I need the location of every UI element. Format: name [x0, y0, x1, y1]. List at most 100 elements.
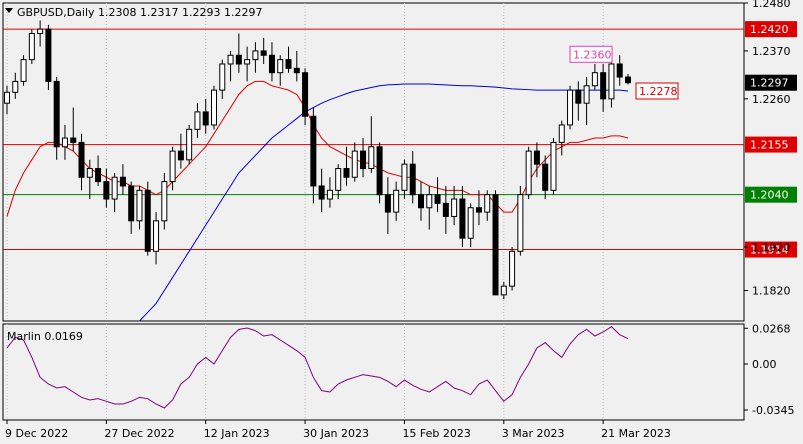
candle-body [368, 146, 375, 170]
candle-body [625, 76, 631, 84]
date-label: 27 Dec 2022 [104, 427, 174, 440]
candle-body [119, 176, 126, 187]
osc-tick-label: -0.0345 [752, 404, 794, 417]
candle-body [575, 89, 582, 104]
candle-body [53, 80, 60, 148]
candles [4, 20, 631, 300]
candle-body [525, 150, 532, 196]
price-tick-label: 1.2480 [752, 0, 791, 10]
candle-body [28, 32, 35, 61]
candle-body [434, 194, 441, 204]
candle-body [136, 189, 143, 222]
candle-body [235, 54, 242, 65]
candle-body [451, 198, 458, 217]
candle-body [442, 202, 449, 217]
candle-body [608, 63, 615, 100]
candle-body [169, 150, 176, 183]
price-annotation-label: 1.2360 [573, 48, 612, 61]
candle-body [335, 168, 342, 191]
candle-body [492, 194, 499, 296]
oscillator-line [6, 326, 629, 409]
price-annotation-label: 1.2278 [639, 85, 678, 98]
candle-body [37, 28, 44, 34]
last-price-label: 1.2297 [750, 77, 789, 90]
price-tick-label: 1.2260 [752, 93, 791, 106]
level-label: 1.2420 [750, 23, 789, 36]
horizontal-levels: 1.2420 1.2155 1.2040 1.1914 1.2297 [3, 21, 797, 258]
candle-body [318, 185, 325, 200]
date-label: 30 Jan 2023 [303, 427, 369, 440]
candle-body [583, 85, 590, 104]
level-label-box [745, 21, 797, 38]
date-axis: 9 Dec 2022 27 Dec 2022 12 Jan 2023 30 Jan 2… [5, 420, 671, 440]
candle-body [61, 137, 68, 148]
last-price-box [745, 74, 797, 91]
candle-body [509, 250, 516, 287]
candle-body [186, 128, 193, 161]
level-label: 1.1914 [750, 244, 789, 257]
candle-body [103, 181, 110, 200]
candle-body [153, 220, 160, 252]
chart-title: GBPUSD,Daily 1.2308 1.2317 1.2293 1.2297 [17, 6, 262, 19]
osc-tick-label: 0.0268 [752, 322, 791, 335]
price-axis: 1.2480 1.2370 1.2260 1.1920 1.1820 [744, 0, 791, 298]
candle-body [393, 189, 400, 213]
candle-body [533, 150, 540, 165]
candle-body [45, 28, 52, 82]
candle-body [177, 150, 184, 161]
candle-body [600, 72, 607, 100]
candle-body [194, 111, 201, 130]
price-tick-label: 1.1920 [752, 241, 791, 254]
candle-body [426, 194, 433, 209]
level-label-box [745, 186, 797, 203]
candle-body [78, 141, 85, 178]
level-label: 1.2040 [750, 189, 789, 202]
slow-ma-line [139, 83, 629, 322]
candle-body [326, 189, 333, 200]
candle-body [475, 207, 482, 213]
osc-tick-label: 0.00 [752, 358, 777, 371]
candle-body [376, 146, 383, 196]
candle-body [418, 194, 424, 209]
candle-body [467, 207, 474, 239]
level-label-box [745, 241, 797, 258]
candle-body [567, 89, 574, 126]
candle-body [161, 181, 168, 222]
candle-body [70, 137, 77, 143]
price-tick-label: 1.1820 [752, 285, 791, 298]
date-label: 21 Mar 2023 [601, 427, 671, 440]
annotations: 1.2360 1.2278 [569, 45, 679, 100]
candle-body [616, 63, 623, 78]
price-annotation-box [569, 45, 613, 63]
oscillator-axis: 0.0268 0.00 -0.0345 [744, 322, 794, 417]
candle-body [20, 59, 27, 82]
candle-body [285, 59, 292, 69]
candle-body [293, 67, 300, 74]
date-label: 3 Mar 2023 [502, 427, 565, 440]
candle-body [484, 194, 491, 213]
candle-body [86, 168, 93, 178]
candle-body [252, 50, 259, 61]
level-label: 1.2155 [750, 139, 789, 152]
candle-body [260, 50, 267, 56]
candle-body [310, 115, 317, 187]
candle-body [244, 59, 251, 65]
candle-body [550, 141, 557, 191]
candle-body [12, 80, 19, 93]
candle-body [144, 189, 151, 252]
level-label-box [745, 136, 797, 153]
oscillator-title: Marlin 0.0169 [7, 330, 83, 343]
candle-body [384, 194, 391, 213]
candle-body [4, 91, 10, 104]
date-label: 12 Jan 2023 [204, 427, 270, 440]
price-tick-label: 1.2370 [752, 45, 791, 58]
collapse-arrow-icon[interactable] [5, 8, 13, 13]
oscillator-panel [2, 323, 745, 421]
oscillator-polyline [6, 326, 629, 409]
slow-moving-average [139, 83, 629, 322]
candle-body [219, 63, 226, 91]
date-label: 9 Dec 2022 [5, 427, 68, 440]
candle-body [343, 168, 350, 178]
candle-body [558, 124, 565, 143]
